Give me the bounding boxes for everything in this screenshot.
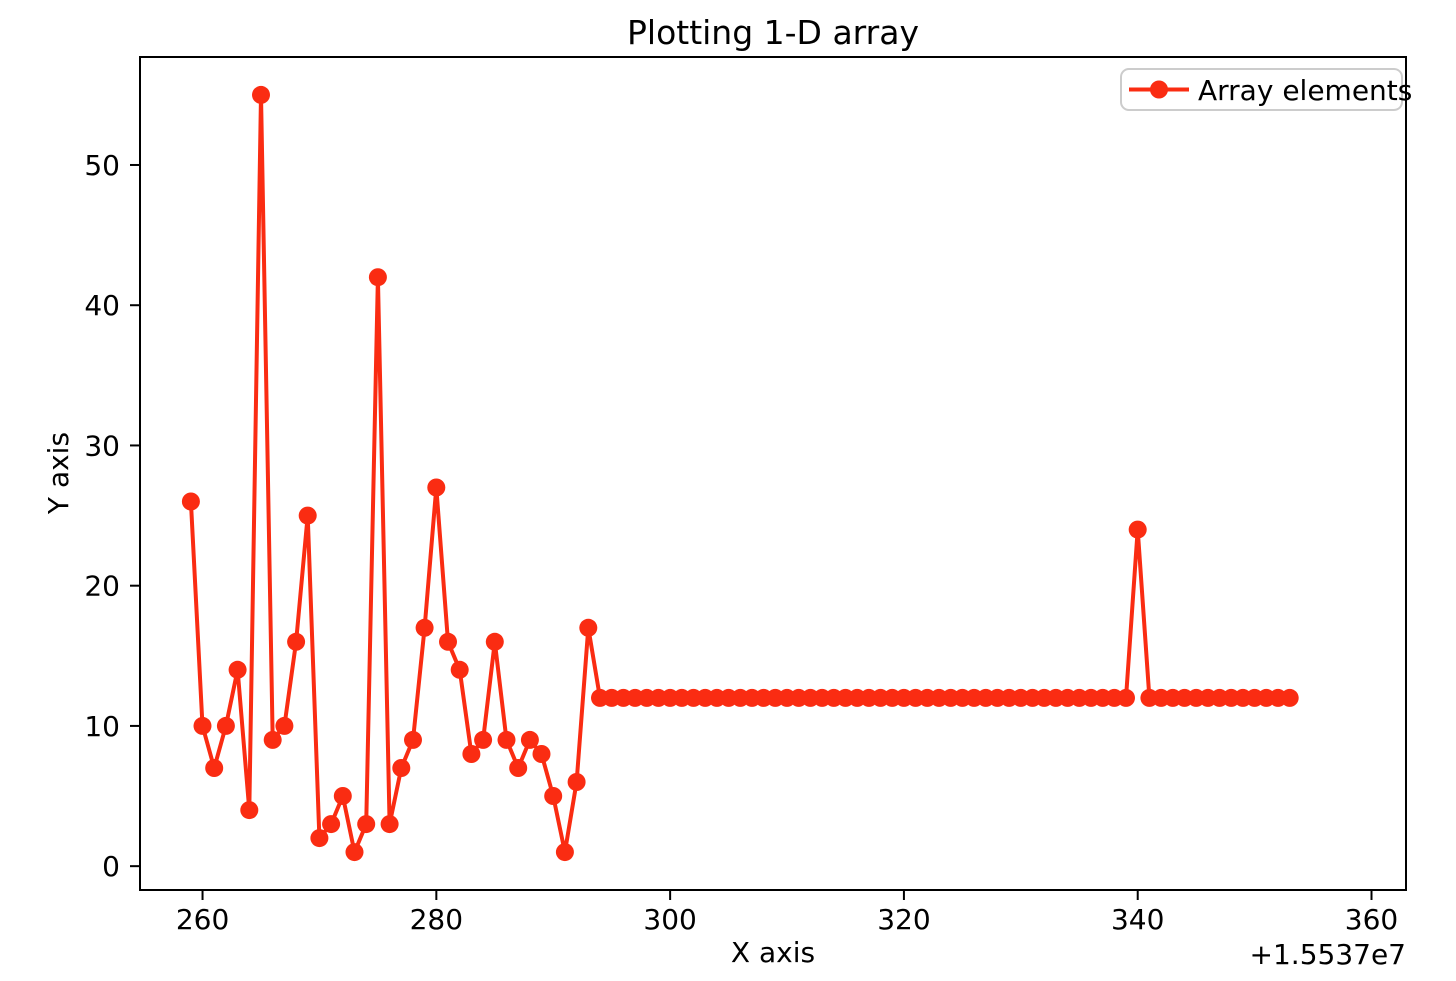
legend-label: Array elements — [1198, 74, 1412, 107]
chart-title: Plotting 1-D array — [627, 13, 919, 52]
series-line — [188, 92, 1290, 855]
data-point-marker — [310, 829, 329, 848]
data-point-marker — [497, 730, 516, 749]
data-point-marker — [555, 843, 574, 862]
data-point-marker — [439, 632, 457, 651]
data-point-marker — [345, 843, 364, 862]
data-point-marker — [216, 716, 235, 735]
data-point-marker — [275, 716, 294, 735]
x-tick-label: 340 — [1111, 903, 1164, 936]
data-point-marker — [415, 618, 434, 637]
y-tick-label: 50 — [84, 149, 120, 182]
y-tick-label: 40 — [84, 289, 120, 322]
data-point-marker — [474, 730, 493, 749]
data-point-marker — [485, 632, 504, 651]
x-tick-label: 280 — [410, 903, 463, 936]
y-tick-label: 20 — [84, 570, 120, 603]
data-point-marker — [240, 801, 259, 820]
data-point-marker — [1117, 688, 1135, 707]
data-point-marker — [450, 660, 469, 679]
y-tick-label: 10 — [84, 710, 120, 743]
legend: Array elements — [1120, 68, 1412, 111]
x-tick-label: 300 — [643, 903, 696, 936]
data-point-marker — [368, 268, 387, 287]
x-tick-label: 320 — [877, 903, 930, 936]
data-point-marker — [287, 632, 306, 651]
legend-marker-icon — [1150, 80, 1168, 99]
y-tick-label: 30 — [84, 429, 120, 462]
data-point-marker — [322, 815, 341, 834]
x-offset-label: +1.5537e7 — [1250, 938, 1406, 971]
data-point-marker — [1280, 688, 1299, 707]
legend-box — [1120, 68, 1403, 111]
x-axis-label: X axis — [731, 936, 815, 969]
x-axis-ticks: 260 280 300 320 340 360 — [176, 890, 1398, 936]
data-point-marker — [1128, 520, 1147, 539]
data-point-marker — [380, 815, 399, 834]
data-point-marker — [462, 745, 481, 763]
data-point-marker — [298, 506, 317, 525]
data-point-marker — [181, 492, 200, 511]
data-point-marker — [205, 759, 224, 777]
data-point-marker — [193, 716, 212, 735]
y-axis-ticks: 0 10 20 30 40 50 — [84, 149, 140, 883]
data-point-marker — [567, 773, 586, 791]
series-layer — [181, 85, 1299, 862]
data-point-marker — [544, 787, 563, 805]
data-point-marker — [228, 660, 247, 679]
data-point-marker — [427, 478, 446, 497]
data-point-marker — [263, 730, 282, 749]
data-point-marker — [404, 730, 422, 749]
data-point-marker — [333, 787, 352, 805]
data-point-marker — [520, 730, 539, 749]
x-tick-label: 360 — [1345, 903, 1398, 936]
data-point-marker — [509, 759, 528, 777]
data-point-marker — [252, 85, 270, 104]
y-tick-label: 0 — [102, 850, 120, 883]
data-point-marker — [357, 815, 376, 834]
data-point-marker — [579, 618, 598, 637]
data-point-marker — [392, 759, 411, 777]
plot-border — [139, 56, 1407, 891]
data-point-marker — [532, 745, 551, 763]
y-axis-label: Y axis — [42, 432, 75, 515]
x-tick-label: 260 — [176, 903, 229, 936]
